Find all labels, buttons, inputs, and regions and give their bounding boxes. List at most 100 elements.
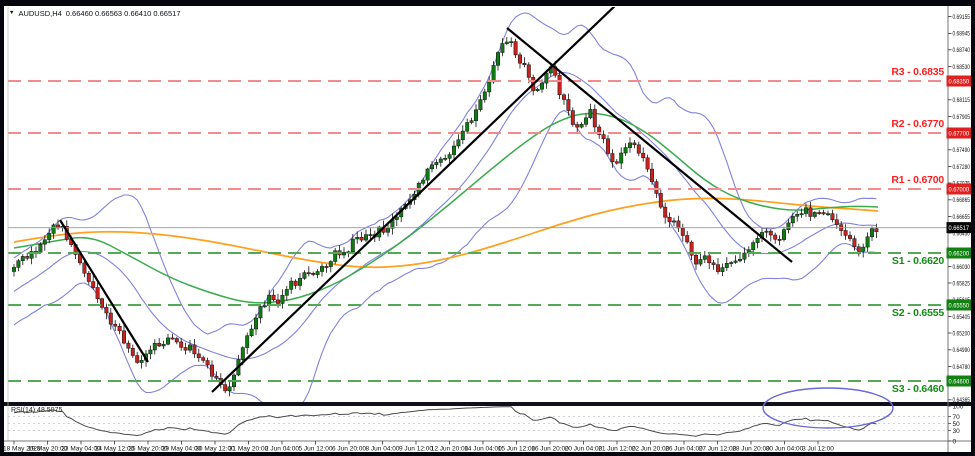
candle-up: [751, 242, 756, 250]
date-tick-label: 15 Jun 12:00: [498, 446, 536, 453]
date-tick-label: 12 Jun 20:00: [431, 446, 469, 453]
date-tick-label: 9 Jun 12:00: [399, 446, 433, 453]
svg-text:0.68350: 0.68350: [949, 79, 970, 86]
candle-up: [386, 228, 390, 233]
candle-down: [78, 254, 82, 264]
candle-up: [584, 117, 588, 125]
candle-down: [570, 110, 575, 125]
rsi-pane: [8, 406, 948, 437]
candle-up: [152, 342, 157, 351]
candle-down: [201, 357, 206, 361]
candle-down: [113, 323, 118, 327]
candle-up: [443, 158, 448, 160]
candle-down: [522, 63, 527, 66]
candle-up: [355, 237, 360, 240]
trend-line-2[interactable]: [211, 2, 619, 393]
candle-up: [469, 120, 474, 123]
candle-up: [249, 328, 254, 336]
candle-up: [474, 109, 478, 121]
price-tick-label: 0.67490: [953, 147, 971, 154]
candle-down: [777, 239, 782, 241]
candle-up: [434, 162, 439, 166]
svg-text:0.66517: 0.66517: [949, 225, 970, 232]
candle-up: [430, 164, 434, 170]
price-tick-label: 0.68945: [953, 31, 971, 38]
candle-up: [254, 317, 258, 330]
pane-separator[interactable]: [4, 402, 971, 406]
candle-down: [324, 266, 329, 268]
candle-down: [108, 312, 113, 325]
candle-down: [91, 281, 96, 288]
candle-up: [47, 233, 52, 241]
candle-up: [865, 236, 870, 248]
candle-down: [808, 207, 813, 217]
candle-down: [174, 338, 179, 343]
candle-down: [685, 235, 690, 243]
candle-down: [126, 342, 131, 349]
candle-down: [575, 124, 580, 128]
date-tick-label: 30 Jun 04:00: [766, 446, 804, 453]
candle-down: [196, 353, 201, 358]
candle-up: [724, 263, 729, 268]
candle-up: [482, 91, 487, 100]
annotation-ellipse[interactable]: [762, 387, 894, 429]
candle-down: [817, 212, 822, 214]
candle-down: [663, 206, 668, 218]
price-tick-label: 0.68740: [953, 47, 971, 54]
candle-down: [276, 299, 280, 304]
candle-down: [214, 375, 219, 379]
price-tick-label: 0.66030: [953, 264, 971, 271]
candle-up: [394, 216, 399, 220]
ma-orange-line: [13, 197, 879, 269]
candle-up: [535, 88, 540, 91]
candle-down: [566, 99, 571, 111]
candle-up: [738, 258, 742, 262]
date-tick-label: 2 Jun 04:00: [265, 446, 299, 453]
date-tick-label: 31 May 20:00: [229, 446, 269, 453]
chart-background: [4, 6, 971, 452]
price-tick-label: 0.64990: [953, 347, 971, 354]
candle-up: [161, 343, 166, 347]
date-tick-label: 23 May 04:00: [61, 446, 101, 453]
candle-down: [25, 256, 30, 259]
candle-up: [20, 256, 25, 261]
candle-up: [460, 130, 465, 141]
candle-up: [452, 145, 456, 155]
price-tick-label: 0.69155: [953, 14, 971, 21]
trend-line-3[interactable]: [506, 27, 793, 263]
date-tick-label: 6 Jun 20:00: [332, 446, 366, 453]
candle-down: [694, 254, 698, 265]
candle-down: [170, 337, 175, 340]
candle-up: [342, 252, 346, 256]
candle-down: [641, 152, 646, 159]
candle-up: [861, 246, 866, 252]
candle-up: [438, 158, 443, 163]
candle-down: [834, 219, 839, 225]
ma-green-line: [13, 112, 879, 304]
candle-up: [333, 250, 338, 262]
candle-up: [826, 213, 830, 216]
candle-up: [790, 216, 795, 224]
candle-down: [223, 384, 228, 392]
candle-down: [667, 217, 672, 223]
date-tick-label: 27 Jun 12:00: [699, 446, 737, 453]
rsi-scale-label: 50: [953, 421, 961, 428]
candle-down: [513, 41, 518, 56]
date-tick-label: 22 Jun 20:00: [632, 446, 670, 453]
candle-up: [289, 280, 294, 290]
candle-down: [856, 246, 861, 252]
date-tick-label: 14 Jun 04:00: [464, 446, 502, 453]
candle-up: [795, 214, 800, 217]
candle-down: [592, 109, 597, 128]
trend-line-1[interactable]: [59, 219, 149, 363]
candle-down: [95, 287, 100, 299]
date-tick-label: 19 May 20:00: [28, 446, 68, 453]
chevron-down-icon[interactable]: ▼: [9, 9, 15, 16]
bollinger-middle-band: [13, 71, 877, 360]
candle-down: [848, 235, 852, 239]
symbol-ohlc-label: ▼ AUDUSD,H4 0.66460 0.66563 0.66410 0.66…: [9, 9, 181, 18]
candle-down: [601, 134, 606, 140]
price-tick-label: 0.68530: [953, 64, 971, 71]
